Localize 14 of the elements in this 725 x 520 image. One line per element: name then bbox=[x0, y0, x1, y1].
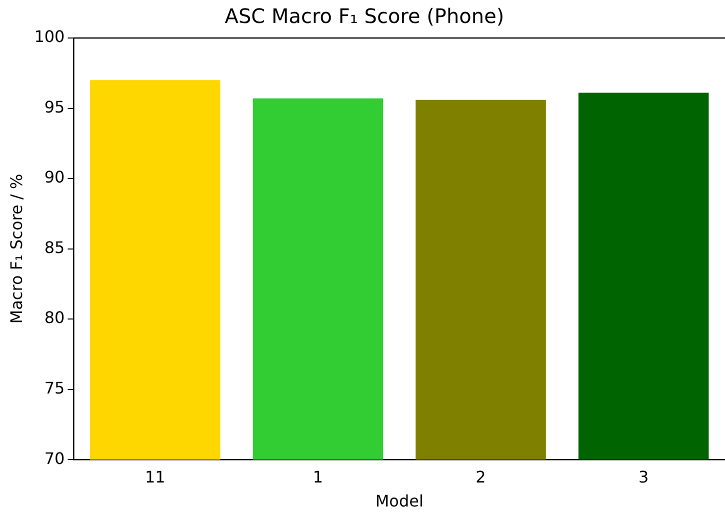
y-tick-label: 80 bbox=[44, 308, 65, 328]
x-axis-title: Model bbox=[375, 492, 424, 511]
x-tick-label: 3 bbox=[638, 467, 649, 486]
y-axis-title: Macro F₁ Score / % bbox=[6, 174, 26, 324]
chart-title: ASC Macro F₁ Score (Phone) bbox=[224, 4, 504, 28]
y-tick-label: 75 bbox=[44, 378, 65, 398]
y-tick-label: 85 bbox=[44, 238, 65, 257]
x-tick-label: 1 bbox=[312, 467, 324, 486]
y-tick-label: 100 bbox=[34, 27, 65, 46]
x-tick-label: 2 bbox=[476, 467, 486, 486]
y-tick-label: 70 bbox=[44, 448, 65, 468]
y-tick-label: 90 bbox=[44, 168, 65, 187]
y-tick-label: 95 bbox=[44, 97, 65, 116]
x-tick-label: 11 bbox=[144, 467, 166, 486]
